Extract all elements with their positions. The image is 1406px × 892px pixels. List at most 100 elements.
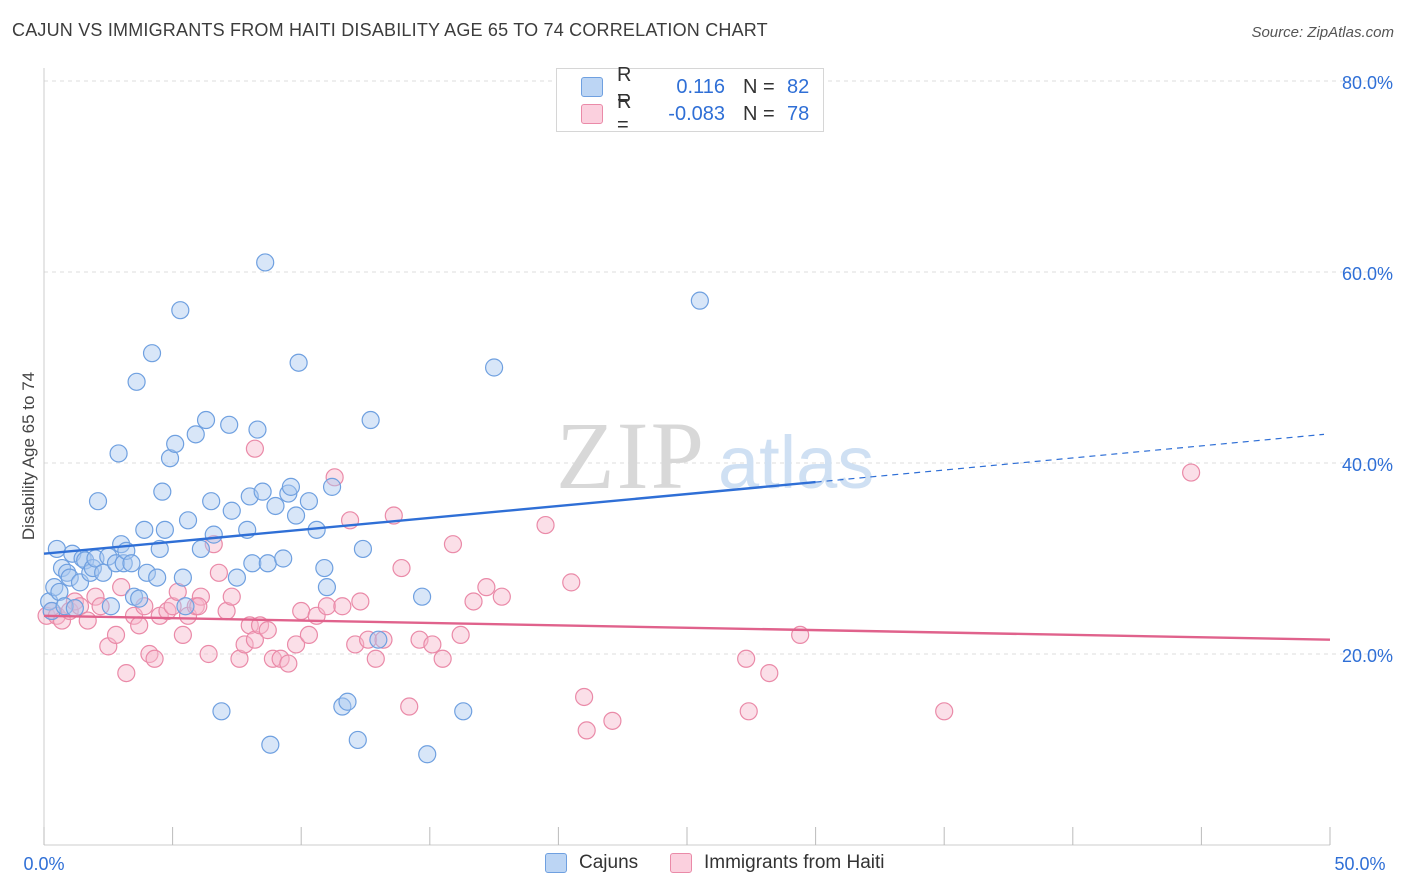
cajun-point	[348, 730, 367, 750]
watermark-zip: ZIP	[556, 402, 706, 509]
cajun-point	[137, 563, 156, 582]
haiti-point	[292, 601, 311, 621]
haiti-point	[86, 587, 105, 606]
cajun-point	[322, 477, 342, 496]
y-tick-label: 80.0%	[1342, 73, 1393, 93]
cajun-point	[81, 563, 100, 582]
cajun-point	[418, 745, 437, 764]
legend-row-haiti: R = -0.083 N = 78	[581, 91, 810, 136]
haiti-point	[739, 702, 758, 721]
haiti-point	[333, 597, 352, 616]
watermark-atlas: atlas	[718, 421, 874, 504]
haiti-point	[189, 597, 208, 616]
haiti-point	[536, 515, 555, 535]
y-tick-label: 60.0%	[1342, 264, 1393, 284]
legend-n-value: 78	[787, 102, 810, 125]
haiti-point	[222, 587, 241, 606]
cajun-point	[286, 506, 306, 525]
haiti-point	[935, 702, 954, 721]
cajun-point	[60, 568, 79, 587]
haiti-point	[168, 582, 187, 602]
cajun-point	[178, 511, 198, 530]
haiti-point	[477, 578, 496, 597]
haiti-point	[112, 578, 131, 597]
haiti-point	[106, 625, 126, 645]
haiti-point	[286, 635, 306, 654]
cajun-point	[130, 589, 149, 608]
legend-label-haiti: Immigrants from Haiti	[704, 852, 885, 873]
cajun-point	[106, 554, 126, 573]
cajun-point	[220, 415, 239, 434]
legend-item-haiti: Immigrants from Haiti	[670, 852, 885, 874]
cajun-point	[171, 301, 190, 320]
haiti-trend-line	[43, 614, 1331, 641]
cajun-point	[266, 496, 285, 516]
haiti-point	[163, 597, 182, 616]
cajun-point	[173, 568, 192, 587]
cajun-point	[127, 372, 146, 391]
cajun-point	[88, 492, 108, 511]
haiti-point	[737, 649, 756, 668]
cajun-point	[253, 482, 272, 501]
cajun-point	[196, 410, 216, 430]
legend-r-value: 0.116	[676, 75, 725, 98]
x-max-label: 50.0%	[1334, 854, 1385, 874]
haiti-point	[577, 721, 596, 740]
legend-r-label: R =	[617, 64, 632, 109]
cajun-point	[202, 492, 221, 511]
cajun-point	[227, 568, 246, 587]
haiti-point	[603, 711, 622, 730]
haiti-point	[1182, 463, 1201, 482]
cajun-point	[58, 563, 77, 582]
chart-source: Source: ZipAtlas.com	[1251, 24, 1394, 41]
haiti-point	[245, 439, 265, 458]
cajun-point	[176, 597, 195, 616]
legend-n-label: N =	[743, 75, 775, 98]
cajun-point	[122, 554, 141, 573]
haiti-point	[760, 663, 779, 683]
y-axis-label: Disability Age 65 to 74	[19, 372, 38, 540]
cajun-point	[274, 549, 293, 568]
haiti-point	[173, 625, 192, 645]
cajun-point	[454, 702, 473, 721]
haiti-point	[279, 654, 298, 673]
haiti-point	[492, 587, 511, 606]
cajun-point	[281, 477, 301, 496]
cajun-point	[361, 410, 380, 430]
haiti-point	[374, 630, 393, 649]
cajun-point	[166, 434, 185, 453]
correlation-legend: R = 0.116 N = 82 R = -0.083 N = 78	[556, 64, 824, 136]
cajun-point	[94, 563, 113, 582]
cajun-point	[315, 558, 334, 578]
legend-row-cajuns: R = 0.116 N = 82	[581, 64, 810, 109]
cajun-point	[299, 492, 319, 511]
cajun-point	[338, 692, 357, 711]
haiti-point	[575, 687, 594, 707]
haiti-point	[317, 597, 337, 616]
series-legend: Cajuns Immigrants from Haiti	[0, 852, 1406, 878]
legend-swatch-haiti	[670, 853, 692, 873]
chart-title: CAJUN VS IMMIGRANTS FROM HAITI DISABILIT…	[12, 20, 768, 40]
legend-n-value: 82	[787, 75, 810, 98]
cajun-point	[369, 630, 388, 649]
haiti-point	[240, 616, 259, 635]
axes	[43, 68, 1331, 846]
cajun-point	[258, 554, 277, 573]
legend-r-label: R =	[617, 91, 632, 136]
cajun-point	[50, 582, 69, 602]
haiti-point	[400, 697, 419, 716]
series-cajun-points	[40, 253, 709, 764]
haiti-point	[78, 611, 97, 630]
cajun-point	[150, 539, 169, 559]
haiti-point	[299, 625, 319, 645]
haiti-point	[145, 649, 164, 668]
cajun-point	[135, 520, 154, 539]
haiti-point	[209, 563, 228, 582]
cajun-point	[191, 539, 210, 559]
y-tick-label: 20.0%	[1342, 646, 1393, 666]
cajun-point	[243, 554, 262, 573]
legend-label-cajuns: Cajuns	[579, 852, 639, 873]
haiti-point	[443, 535, 463, 554]
cajun-point	[65, 599, 84, 618]
